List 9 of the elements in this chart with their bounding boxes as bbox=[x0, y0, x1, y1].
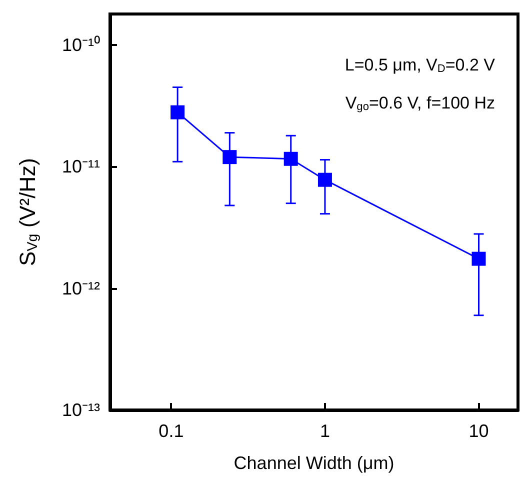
y-axis-title: SVg (V²/Hz) bbox=[15, 158, 41, 266]
x-tick-label: 0.1 bbox=[158, 421, 184, 441]
x-tick-label: 1 bbox=[320, 421, 330, 441]
y-tick-label: 10⁻¹² bbox=[62, 278, 100, 298]
y-tick-label: 10⁻¹¹ bbox=[62, 156, 100, 177]
y-tick-label: 10⁻¹³ bbox=[62, 400, 100, 420]
y-tick-label: 10⁻¹⁰ bbox=[62, 35, 100, 56]
x-tick-label: 10 bbox=[468, 421, 489, 441]
x-axis-title: Channel Width (μm) bbox=[234, 453, 394, 473]
